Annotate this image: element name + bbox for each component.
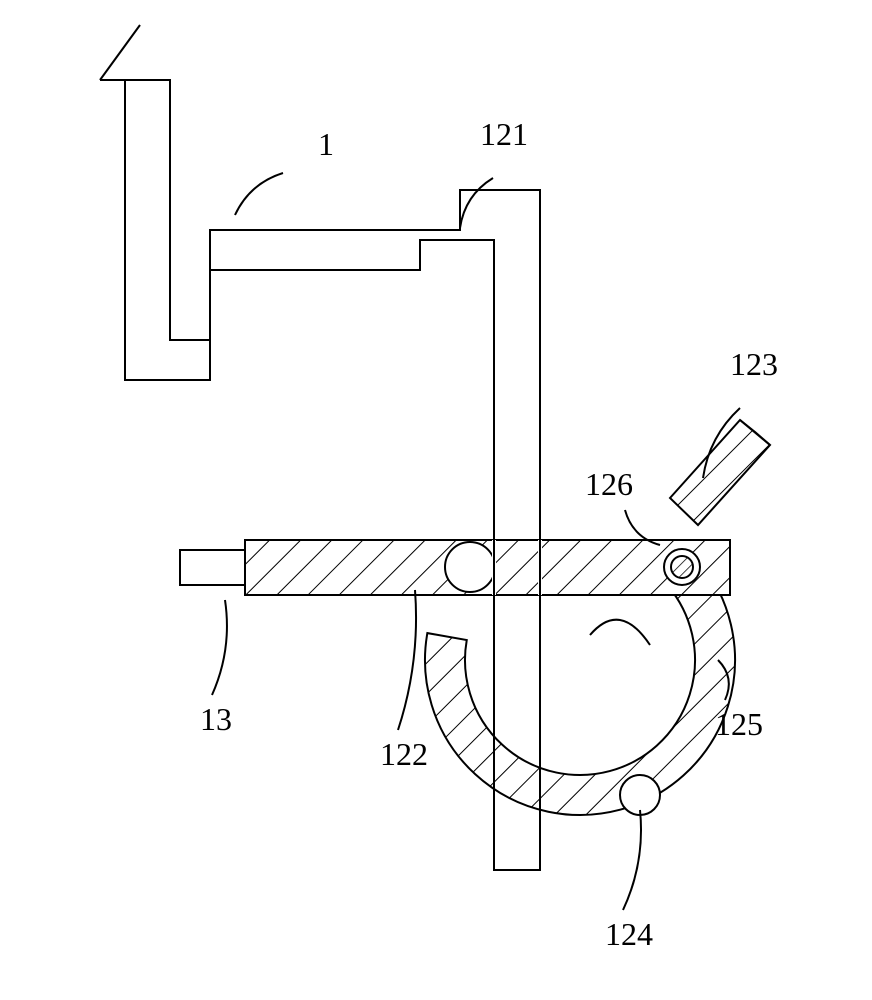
half-ring-125 <box>425 560 735 815</box>
bar-circle-big <box>445 542 495 592</box>
label-13: 13 <box>200 701 232 737</box>
ring-inner-wavy <box>590 620 650 645</box>
leader-1 <box>235 173 283 215</box>
leader-13 <box>212 600 227 695</box>
ring-circle-124 <box>620 775 660 815</box>
label-123: 123 <box>730 346 778 382</box>
leader-124 <box>623 810 641 910</box>
label-1: 1 <box>318 126 334 162</box>
label-125: 125 <box>715 706 763 742</box>
label-124: 124 <box>605 916 653 952</box>
label-126: 126 <box>585 466 633 502</box>
leader-122 <box>398 590 416 730</box>
leader-121 <box>460 178 493 228</box>
label-122: 122 <box>380 736 428 772</box>
labels-group: 1 121 123 126 13 122 125 124 <box>200 116 778 952</box>
pivot-inner-126 <box>671 556 693 578</box>
drawing-group <box>100 25 770 870</box>
label-121: 121 <box>480 116 528 152</box>
stub-13 <box>180 550 245 585</box>
technical-diagram: 1 121 123 126 13 122 125 124 <box>0 0 872 1000</box>
lever-123 <box>670 420 770 525</box>
